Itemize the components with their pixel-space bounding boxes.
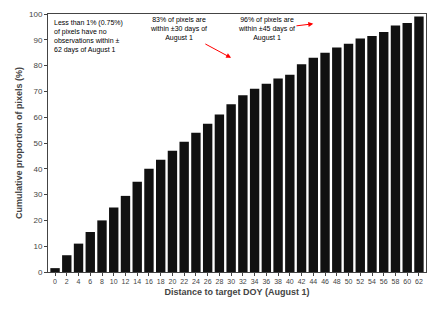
svg-text:Less than 1% (0.75%)of pixels: Less than 1% (0.75%)of pixels have noobs… (54, 19, 123, 54)
svg-text:58: 58 (392, 278, 400, 285)
svg-text:36: 36 (262, 278, 270, 285)
svg-text:2: 2 (65, 278, 69, 285)
svg-text:12: 12 (122, 278, 130, 285)
svg-text:Cumulative proportion of pixel: Cumulative proportion of pixels (%) (14, 67, 24, 219)
svg-text:4: 4 (77, 278, 81, 285)
svg-text:83% of pixels arewithin ±30 da: 83% of pixels arewithin ±30 days ofAugus… (150, 16, 207, 42)
svg-text:52: 52 (356, 278, 364, 285)
svg-text:96% of pixels arewithin ±45 da: 96% of pixels arewithin ±45 days ofAugus… (238, 16, 295, 42)
svg-text:30: 30 (227, 278, 235, 285)
svg-text:40: 40 (286, 278, 294, 285)
svg-text:0: 0 (38, 268, 43, 277)
svg-text:0: 0 (53, 278, 57, 285)
svg-text:70: 70 (33, 87, 42, 96)
svg-text:48: 48 (333, 278, 341, 285)
svg-text:34: 34 (251, 278, 259, 285)
svg-text:38: 38 (274, 278, 282, 285)
svg-text:8: 8 (100, 278, 104, 285)
svg-text:6: 6 (88, 278, 92, 285)
svg-text:80: 80 (33, 61, 42, 70)
svg-text:10: 10 (33, 242, 42, 251)
svg-text:56: 56 (380, 278, 388, 285)
svg-text:14: 14 (133, 278, 141, 285)
svg-text:50: 50 (33, 139, 42, 148)
svg-text:20: 20 (33, 216, 42, 225)
svg-text:22: 22 (180, 278, 188, 285)
svg-text:20: 20 (169, 278, 177, 285)
svg-text:28: 28 (215, 278, 223, 285)
svg-text:26: 26 (204, 278, 212, 285)
svg-text:10: 10 (110, 278, 118, 285)
svg-text:100: 100 (29, 10, 43, 19)
svg-text:40: 40 (33, 165, 42, 174)
svg-text:24: 24 (192, 278, 200, 285)
svg-text:32: 32 (239, 278, 247, 285)
svg-text:54: 54 (368, 278, 376, 285)
svg-text:44: 44 (309, 278, 317, 285)
svg-text:60: 60 (33, 113, 42, 122)
svg-text:90: 90 (33, 36, 42, 45)
svg-text:60: 60 (403, 278, 411, 285)
svg-text:30: 30 (33, 190, 42, 199)
svg-text:16: 16 (145, 278, 153, 285)
svg-text:18: 18 (157, 278, 165, 285)
svg-text:Distance to target DOY (August: Distance to target DOY (August 1) (165, 287, 310, 297)
svg-text:62: 62 (415, 278, 423, 285)
svg-text:50: 50 (345, 278, 353, 285)
svg-text:42: 42 (298, 278, 306, 285)
svg-text:46: 46 (321, 278, 329, 285)
